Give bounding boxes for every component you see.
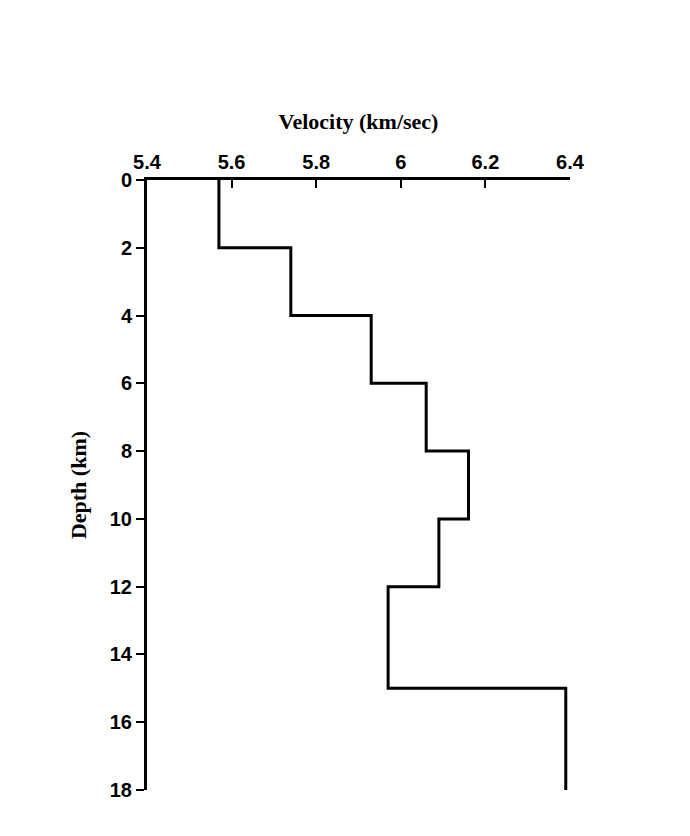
svg-text:6: 6 bbox=[121, 372, 132, 394]
svg-text:0: 0 bbox=[121, 169, 132, 191]
svg-text:2: 2 bbox=[121, 237, 132, 259]
svg-text:14: 14 bbox=[110, 643, 133, 665]
svg-text:10: 10 bbox=[110, 508, 132, 530]
svg-text:6: 6 bbox=[395, 151, 406, 173]
svg-text:6.2: 6.2 bbox=[471, 151, 499, 173]
svg-text:5.8: 5.8 bbox=[302, 151, 330, 173]
svg-text:Depth (km): Depth (km) bbox=[66, 431, 91, 539]
svg-text:16: 16 bbox=[110, 711, 132, 733]
svg-text:Velocity (km/sec): Velocity (km/sec) bbox=[279, 109, 439, 134]
svg-text:5.4: 5.4 bbox=[133, 151, 162, 173]
svg-text:5.6: 5.6 bbox=[218, 151, 246, 173]
svg-text:12: 12 bbox=[110, 576, 132, 598]
svg-text:18: 18 bbox=[110, 779, 132, 801]
svg-text:8: 8 bbox=[121, 440, 132, 462]
svg-text:4: 4 bbox=[121, 305, 133, 327]
svg-text:6.4: 6.4 bbox=[556, 151, 585, 173]
